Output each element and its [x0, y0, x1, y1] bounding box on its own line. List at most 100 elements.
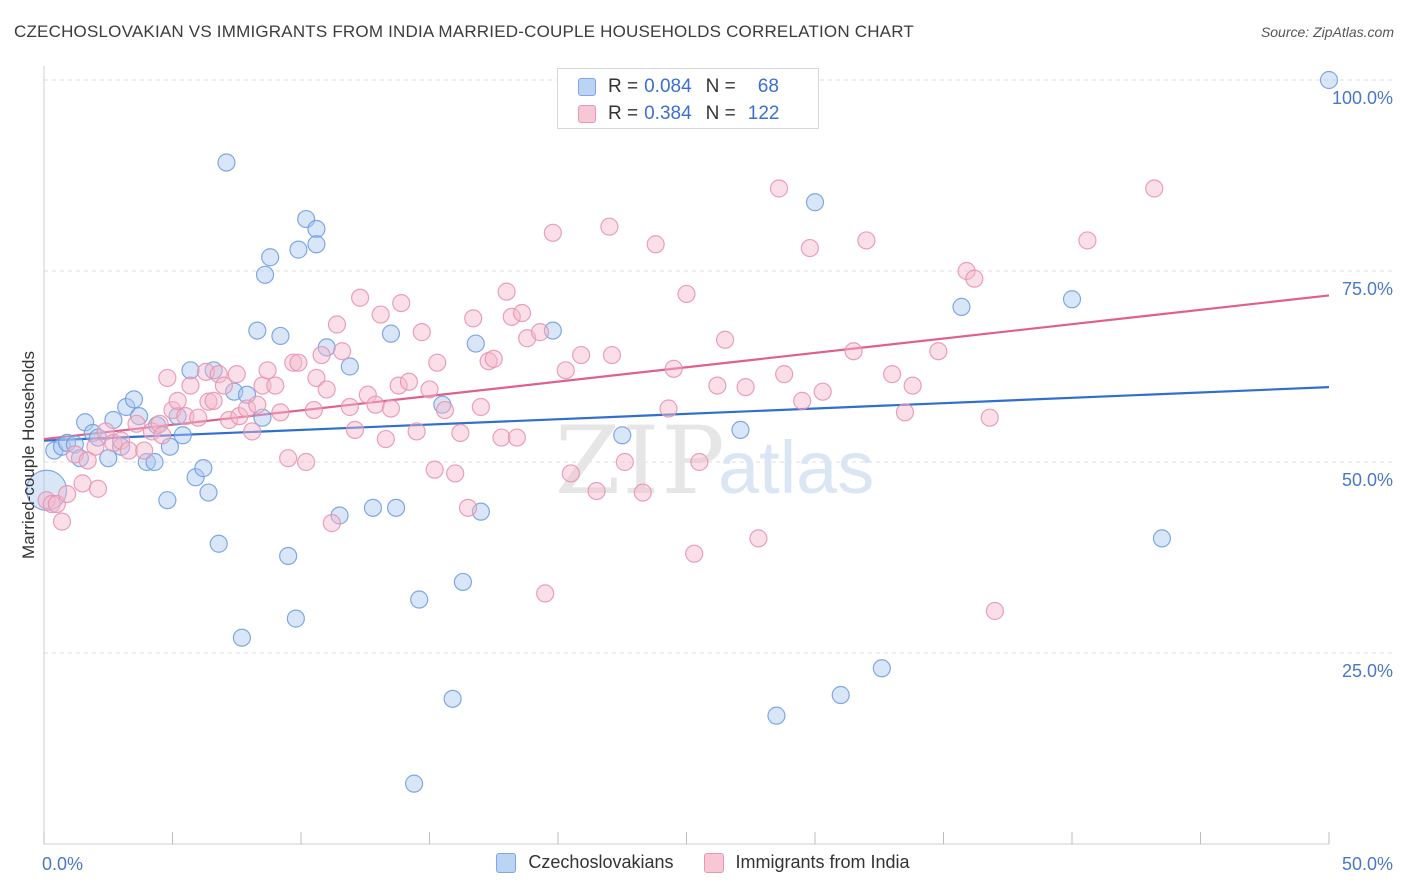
data-point[interactable]	[530, 323, 550, 342]
data-point[interactable]	[736, 378, 755, 397]
data-point[interactable]	[189, 408, 208, 427]
data-point[interactable]	[209, 365, 228, 384]
data-point[interactable]	[428, 353, 447, 372]
data-point[interactable]	[127, 414, 146, 433]
data-point[interactable]	[386, 498, 406, 517]
data-point[interactable]	[389, 376, 408, 395]
data-point[interactable]	[204, 391, 223, 410]
data-point[interactable]	[872, 659, 891, 678]
data-point[interactable]	[425, 460, 444, 479]
data-point[interactable]	[1078, 231, 1097, 250]
data-point[interactable]	[464, 309, 483, 328]
data-point[interactable]	[381, 324, 401, 343]
data-point[interactable]	[150, 414, 169, 433]
legend-item-czechoslovakians[interactable]: Czechoslovakians	[496, 852, 674, 873]
data-point[interactable]	[279, 449, 298, 468]
data-point[interactable]	[322, 514, 341, 533]
data-point[interactable]	[813, 382, 832, 401]
data-point[interactable]	[600, 217, 619, 236]
data-point[interactable]	[458, 498, 478, 517]
data-point[interactable]	[793, 391, 812, 410]
data-point[interactable]	[446, 464, 465, 483]
data-point[interactable]	[73, 474, 92, 493]
data-point[interactable]	[186, 468, 205, 487]
data-point[interactable]	[615, 452, 634, 472]
data-point[interactable]	[664, 359, 683, 378]
data-point[interactable]	[317, 380, 336, 399]
data-point[interactable]	[484, 349, 503, 368]
data-point[interactable]	[117, 397, 136, 417]
data-point[interactable]	[1062, 290, 1082, 309]
data-point[interactable]	[217, 153, 236, 172]
data-point[interactable]	[749, 529, 768, 548]
data-point[interactable]	[135, 441, 154, 460]
data-point[interactable]	[492, 428, 511, 447]
data-point[interactable]	[769, 179, 789, 198]
data-point[interactable]	[466, 334, 485, 353]
data-point[interactable]	[137, 452, 156, 472]
data-point[interactable]	[232, 628, 251, 647]
data-point[interactable]	[255, 265, 275, 284]
data-point[interactable]	[271, 403, 290, 422]
data-point[interactable]	[561, 464, 580, 483]
data-point[interactable]	[219, 410, 239, 430]
data-point[interactable]	[327, 315, 347, 334]
data-point[interactable]	[412, 323, 431, 342]
data-point[interactable]	[297, 452, 316, 472]
data-point[interactable]	[685, 544, 704, 563]
data-point[interactable]	[659, 399, 678, 418]
data-point[interactable]	[536, 584, 555, 603]
data-point[interactable]	[124, 390, 144, 409]
data-point[interactable]	[831, 685, 850, 705]
data-point[interactable]	[715, 330, 735, 349]
data-point[interactable]	[775, 365, 794, 384]
data-point[interactable]	[844, 342, 863, 361]
data-point[interactable]	[52, 512, 72, 531]
data-point[interactable]	[181, 376, 200, 395]
data-point[interactable]	[805, 193, 825, 212]
data-point[interactable]	[731, 420, 750, 440]
data-point[interactable]	[58, 484, 77, 504]
data-point[interactable]	[289, 240, 308, 259]
data-point[interactable]	[708, 376, 727, 395]
data-point[interactable]	[248, 321, 267, 340]
data-point[interactable]	[800, 238, 819, 258]
data-point[interactable]	[266, 376, 285, 395]
data-point[interactable]	[957, 261, 976, 281]
data-point[interactable]	[420, 380, 439, 399]
data-point[interactable]	[158, 491, 177, 510]
data-point[interactable]	[307, 368, 326, 388]
data-point[interactable]	[602, 345, 622, 365]
data-point[interactable]	[1145, 179, 1164, 198]
data-point[interactable]	[243, 422, 262, 441]
data-point[interactable]	[985, 601, 1005, 621]
data-point[interactable]	[65, 435, 84, 454]
data-point[interactable]	[279, 546, 298, 566]
data-point[interactable]	[965, 269, 984, 288]
data-point[interactable]	[895, 403, 915, 422]
data-point[interactable]	[153, 426, 172, 445]
data-point[interactable]	[333, 342, 352, 361]
data-point[interactable]	[1319, 70, 1339, 90]
data-point[interactable]	[168, 391, 187, 410]
data-point[interactable]	[572, 345, 591, 365]
data-point[interactable]	[289, 353, 308, 372]
data-point[interactable]	[443, 689, 462, 708]
data-point[interactable]	[111, 431, 131, 450]
data-point[interactable]	[767, 706, 786, 725]
data-point[interactable]	[507, 428, 526, 447]
data-point[interactable]	[199, 392, 218, 411]
data-point[interactable]	[451, 423, 470, 443]
data-point[interactable]	[304, 400, 323, 420]
data-point[interactable]	[512, 303, 532, 323]
data-point[interactable]	[587, 481, 606, 501]
data-point[interactable]	[358, 385, 377, 404]
data-point[interactable]	[952, 297, 971, 317]
data-point[interactable]	[882, 365, 902, 384]
data-point[interactable]	[194, 459, 213, 478]
data-point[interactable]	[376, 429, 395, 449]
data-point[interactable]	[209, 534, 228, 553]
data-point[interactable]	[690, 452, 709, 472]
data-point[interactable]	[410, 590, 429, 609]
data-point[interactable]	[340, 397, 359, 417]
